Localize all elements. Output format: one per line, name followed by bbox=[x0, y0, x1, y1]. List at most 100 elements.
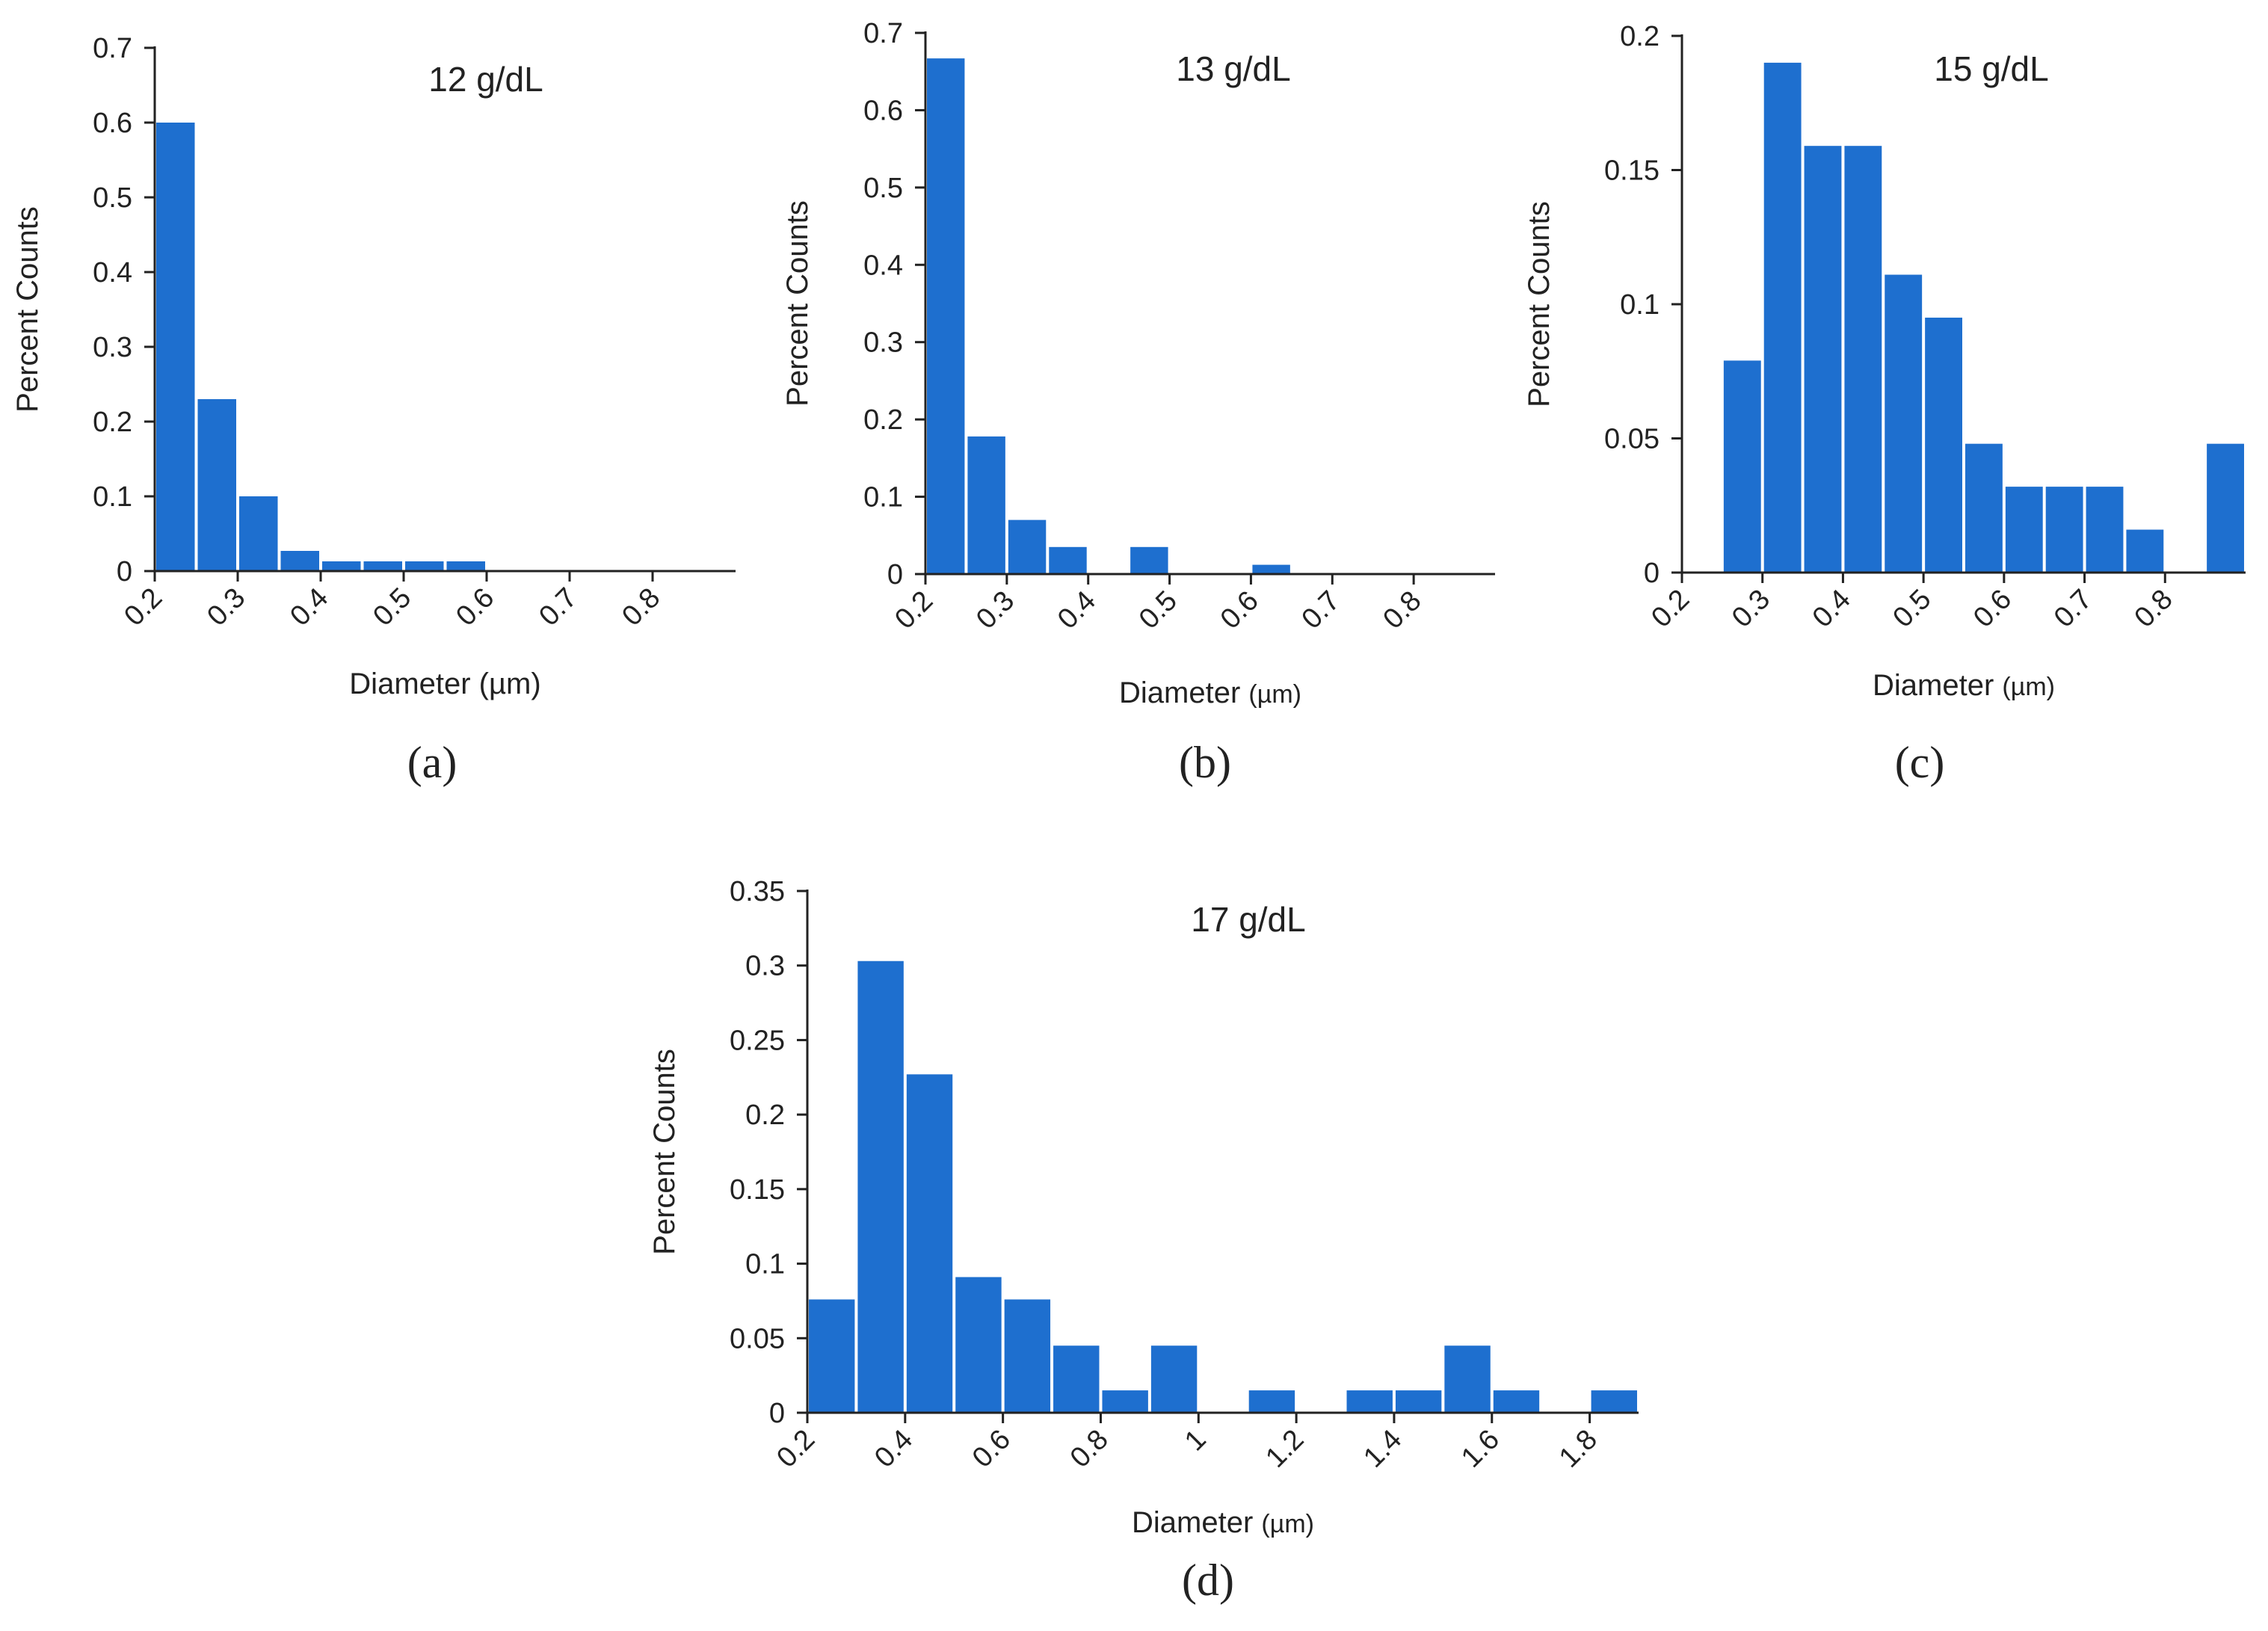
x-tick-label-d-1: 0.4 bbox=[869, 1424, 919, 1474]
chart-title-b: 13 g/dL bbox=[1176, 49, 1290, 88]
bar-c-5 bbox=[1925, 317, 1962, 573]
x-tick-label-c-6: 0.8 bbox=[2129, 584, 2179, 634]
bar-d-3 bbox=[955, 1277, 1002, 1413]
bar-d-5 bbox=[1053, 1345, 1100, 1413]
x-tick-label-c-4: 0.6 bbox=[1967, 584, 2018, 634]
x-tick-label-b-3: 0.5 bbox=[1133, 585, 1183, 635]
bar-d-8 bbox=[1248, 1390, 1295, 1413]
bar-a-4 bbox=[322, 561, 361, 571]
x-tick-label-a-1: 0.3 bbox=[201, 582, 251, 632]
bar-b-5 bbox=[1252, 564, 1290, 574]
y-axis-label-b: Percent Counts bbox=[781, 200, 814, 407]
bar-b-4 bbox=[1130, 546, 1168, 574]
chart-title-a: 12 g/dL bbox=[428, 60, 543, 99]
bar-b-1 bbox=[967, 436, 1005, 574]
chart-panel-d: 0 0.05 0.1 0.15 0.2 0.25 0.3 0.35 0.2 0.4 0.6 0.8 1 1… bbox=[648, 876, 1639, 1605]
bar-b-2 bbox=[1008, 519, 1047, 574]
bar-c-0 bbox=[1723, 360, 1761, 573]
y-tick-label-a-7: 0.7 bbox=[93, 33, 132, 64]
bar-c-2 bbox=[1804, 146, 1842, 573]
x-tick-label-b-2: 0.4 bbox=[1052, 585, 1102, 635]
x-tick-label-a-3: 0.5 bbox=[367, 582, 417, 632]
y-tick-label-d-4: 0.2 bbox=[745, 1100, 785, 1131]
y-tick-label-b-2: 0.2 bbox=[863, 404, 903, 436]
y-tick-label-d-1: 0.05 bbox=[730, 1323, 785, 1354]
bar-a-2 bbox=[239, 496, 278, 571]
y-tick-label-b-7: 0.7 bbox=[863, 18, 903, 49]
bar-c-7 bbox=[2005, 487, 2043, 573]
chart-panel-c: 0 0.05 0.1 0.15 0.2 0.2 0.3 0.4 0.5 0.6 0.7 0.8 15 g… bbox=[1523, 21, 2246, 787]
y-tick-label-b-5: 0.5 bbox=[863, 173, 903, 204]
x-tick-label-b-4: 0.6 bbox=[1215, 585, 1265, 635]
y-tick-label-d-5: 0.25 bbox=[730, 1025, 785, 1056]
x-tick-label-c-1: 0.3 bbox=[1726, 584, 1776, 634]
x-tick-label-d-2: 0.6 bbox=[967, 1424, 1017, 1474]
x-axis-unit-c: (µm) bbox=[2002, 673, 2055, 701]
y-tick-label-a-4: 0.4 bbox=[93, 257, 132, 289]
x-tick-label-d-3: 0.8 bbox=[1064, 1424, 1115, 1474]
x-tick-label-b-5: 0.7 bbox=[1296, 585, 1346, 635]
x-axis-unit-d: (µm) bbox=[1261, 1510, 1314, 1538]
chart-panel-b: 0 0.1 0.2 0.3 0.4 0.5 0.6 0.7 0.2 0.3 0.4 0.5 0.6 0.7… bbox=[781, 18, 1495, 787]
bar-d-11 bbox=[1444, 1345, 1491, 1413]
bar-d-7 bbox=[1150, 1345, 1198, 1413]
x-axis-label-b: Diameter (µm) bbox=[1119, 676, 1301, 709]
x-tick-label-c-2: 0.4 bbox=[1807, 584, 1857, 634]
y-tick-label-a-3: 0.3 bbox=[93, 332, 132, 363]
bar-c-11 bbox=[2207, 443, 2244, 573]
chart-title-d: 17 g/dL bbox=[1191, 900, 1305, 939]
bar-a-1 bbox=[197, 399, 236, 571]
bar-c-4 bbox=[1885, 274, 1923, 573]
bar-a-7 bbox=[446, 561, 485, 571]
x-tick-label-d-6: 1.4 bbox=[1358, 1424, 1408, 1474]
y-tick-label-d-2: 0.1 bbox=[745, 1249, 785, 1280]
y-tick-label-b-4: 0.4 bbox=[863, 250, 903, 281]
bar-a-5 bbox=[363, 561, 402, 571]
x-tick-label-d-8: 1.8 bbox=[1553, 1424, 1603, 1474]
y-tick-label-c-3: 0.15 bbox=[1604, 155, 1660, 187]
y-tick-label-d-0: 0 bbox=[769, 1398, 785, 1429]
x-tick-label-d-4: 1 bbox=[1179, 1424, 1212, 1458]
y-tick-label-d-3: 0.15 bbox=[730, 1174, 785, 1206]
bar-c-9 bbox=[2086, 487, 2124, 573]
chart-title-c: 15 g/dL bbox=[1934, 49, 2048, 88]
bar-a-6 bbox=[405, 561, 444, 571]
bar-c-8 bbox=[2045, 487, 2083, 573]
y-tick-label-d-6: 0.3 bbox=[745, 951, 785, 982]
bar-d-10 bbox=[1395, 1390, 1442, 1413]
panel-caption-d: (d) bbox=[1182, 1556, 1234, 1605]
x-tick-label-d-5: 1.2 bbox=[1260, 1424, 1310, 1474]
y-tick-label-a-2: 0.2 bbox=[93, 407, 132, 438]
chart-panel-a: 0 0.1 0.2 0.3 0.4 0.5 0.6 0.7 0.2 0.3 0.4 0.5 0.6 0.7… bbox=[11, 33, 736, 787]
y-tick-label-b-3: 0.3 bbox=[863, 327, 903, 359]
bar-d-1 bbox=[857, 961, 904, 1413]
y-tick-label-a-5: 0.5 bbox=[93, 182, 132, 214]
bar-d-13 bbox=[1591, 1390, 1637, 1413]
panel-caption-a: (a) bbox=[407, 738, 457, 787]
x-tick-label-a-4: 0.6 bbox=[450, 582, 500, 632]
x-tick-label-b-6: 0.8 bbox=[1377, 585, 1427, 635]
bar-d-12 bbox=[1493, 1390, 1540, 1413]
bar-c-10 bbox=[2126, 529, 2164, 573]
panel-caption-c: (c) bbox=[1895, 738, 1945, 787]
y-tick-label-c-2: 0.1 bbox=[1620, 289, 1660, 321]
bar-c-1 bbox=[1763, 62, 1802, 573]
x-tick-label-a-2: 0.4 bbox=[284, 582, 334, 632]
bar-b-3 bbox=[1049, 546, 1087, 574]
x-axis-label-a: Diameter (µm) bbox=[349, 667, 540, 700]
y-tick-label-d-7: 0.35 bbox=[730, 876, 785, 907]
x-tick-label-a-6: 0.8 bbox=[616, 582, 666, 632]
x-tick-label-d-7: 1.6 bbox=[1455, 1424, 1506, 1474]
x-tick-label-c-0: 0.2 bbox=[1645, 584, 1695, 634]
bar-d-9 bbox=[1346, 1390, 1393, 1413]
bar-c-3 bbox=[1844, 146, 1882, 573]
x-tick-label-c-3: 0.5 bbox=[1887, 584, 1937, 634]
x-tick-label-b-1: 0.3 bbox=[970, 585, 1020, 635]
bar-d-2 bbox=[906, 1074, 953, 1413]
y-axis-label-c: Percent Counts bbox=[1523, 201, 1556, 407]
bar-a-3 bbox=[280, 551, 319, 571]
bar-d-4 bbox=[1004, 1299, 1051, 1413]
x-tick-label-d-0: 0.2 bbox=[771, 1424, 821, 1474]
y-tick-label-a-0: 0 bbox=[117, 556, 132, 588]
